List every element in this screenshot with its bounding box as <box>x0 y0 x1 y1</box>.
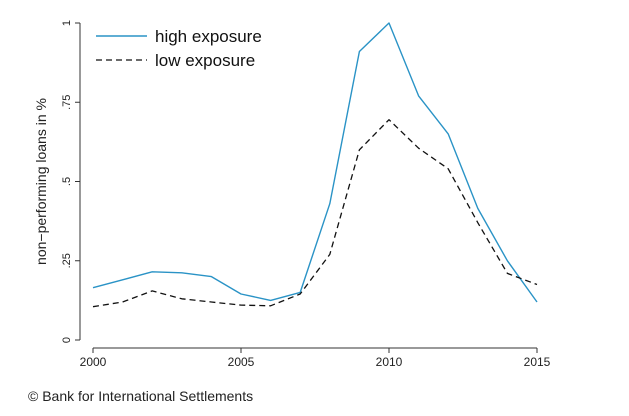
x-tick-label: 2000 <box>80 355 107 369</box>
chart-axes: 0 .25 .5 .75 1 2000 2005 2010 2015 non−performing… <box>33 20 551 369</box>
y-tick-label: .5 <box>61 177 73 186</box>
x-tick-label: 2010 <box>376 355 403 369</box>
line-chart: 0 .25 .5 .75 1 2000 2005 2010 2015 non−performing… <box>33 20 551 369</box>
y-tick-label: .75 <box>61 95 73 110</box>
legend: high exposure low exposure <box>96 27 262 70</box>
y-tick-label: 0 <box>61 337 73 343</box>
y-tick-label: .25 <box>61 253 73 268</box>
copyright-credit: © Bank for International Settlements <box>28 388 254 404</box>
series-line-low-exposure <box>92 119 538 308</box>
series-layer <box>92 22 538 308</box>
legend-label-high-exposure: high exposure <box>155 27 262 46</box>
legend-label-low-exposure: low exposure <box>155 51 255 70</box>
series-line-high-exposure <box>92 22 538 303</box>
y-tick-label: 1 <box>61 20 73 26</box>
y-axis-title: non−performing loans in % <box>33 98 49 265</box>
x-tick-label: 2005 <box>228 355 255 369</box>
x-tick-label: 2015 <box>524 355 551 369</box>
